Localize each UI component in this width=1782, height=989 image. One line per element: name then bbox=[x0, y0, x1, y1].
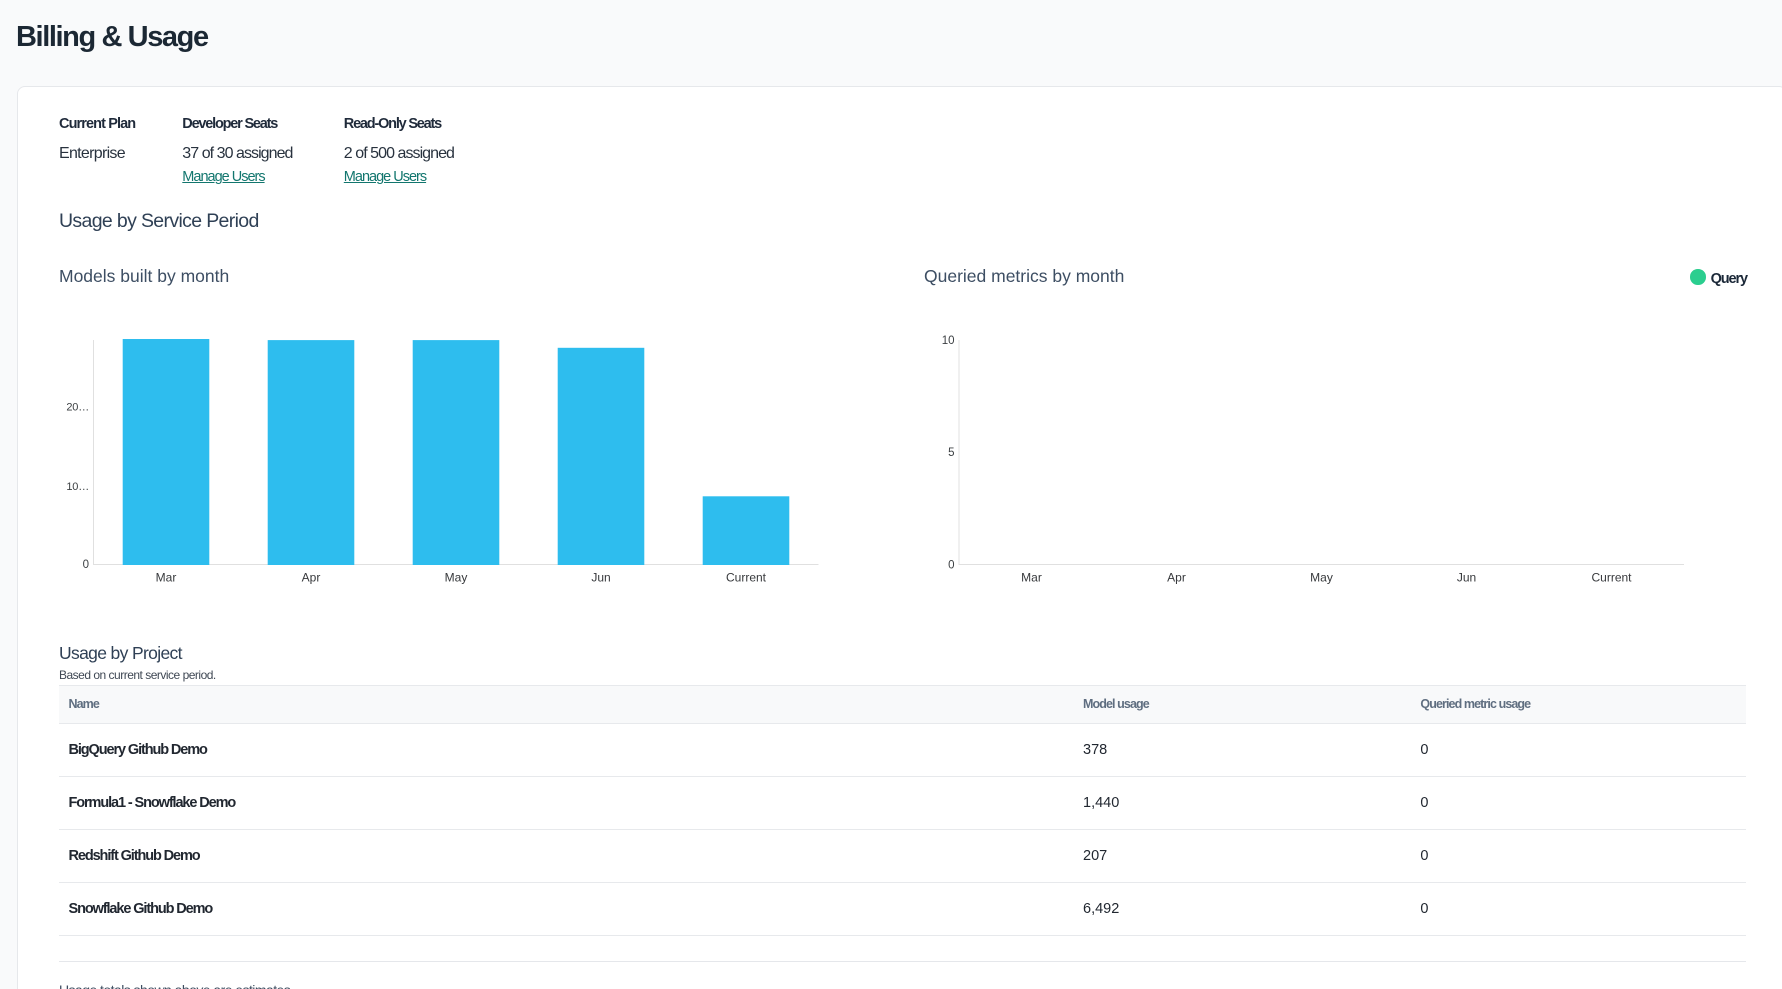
svg-text:May: May bbox=[1310, 571, 1333, 585]
svg-text:Apr: Apr bbox=[1167, 571, 1186, 585]
svg-text:0: 0 bbox=[83, 559, 89, 571]
svg-text:Apr: Apr bbox=[302, 571, 321, 585]
svg-text:10: 10 bbox=[942, 335, 955, 347]
svg-text:Current: Current bbox=[726, 571, 767, 585]
svg-text:0: 0 bbox=[948, 559, 954, 571]
svg-text:10…: 10… bbox=[66, 481, 89, 493]
svg-text:Mar: Mar bbox=[1021, 571, 1042, 585]
svg-text:Mar: Mar bbox=[156, 571, 177, 585]
svg-text:20…: 20… bbox=[66, 402, 89, 414]
svg-text:Jun: Jun bbox=[591, 571, 610, 585]
svg-text:May: May bbox=[445, 571, 468, 585]
svg-text:5: 5 bbox=[948, 447, 954, 459]
svg-text:Jun: Jun bbox=[1457, 571, 1476, 585]
svg-text:Current: Current bbox=[1591, 571, 1632, 585]
